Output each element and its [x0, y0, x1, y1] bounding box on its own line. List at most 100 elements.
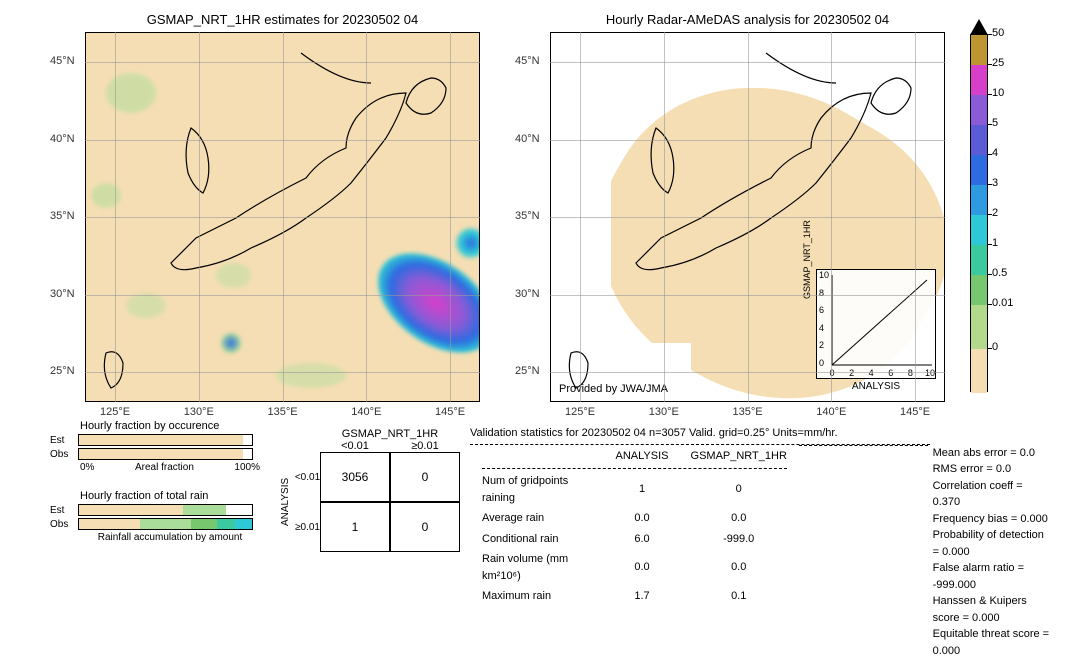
stat-a: 1 [606, 472, 679, 507]
stat-right: RMS error = 0.0 [933, 461, 1050, 478]
occ-label: Obs [50, 449, 78, 460]
map2-ytick: 35°N [515, 210, 540, 222]
precip-light-3 [216, 263, 251, 288]
stat-a: 1.7 [606, 587, 679, 606]
dashboard: GSMAP_NRT_1HR estimates for 20230502 04 … [0, 0, 1080, 612]
stat-b: 0 [681, 472, 797, 507]
inset-ytick: 2 [819, 340, 824, 350]
totalrain-chart: Hourly fraction of total rain EstObs Rai… [50, 490, 260, 543]
map1-hgrid [85, 140, 480, 141]
map1-xtick: 145°E [435, 406, 465, 418]
ct-col-title: GSMAP_NRT_1HR [320, 428, 460, 440]
tr-bar [78, 518, 253, 530]
occ-bar [78, 448, 253, 460]
stat-right: Frequency bias = 0.000 [933, 511, 1050, 528]
map2-ytick: 40°N [515, 133, 540, 145]
colorbar-segments [970, 34, 988, 392]
colorbar-segment [971, 95, 987, 125]
map2-xtick: 145°E [900, 406, 930, 418]
stat-right: Mean abs error = 0.0 [933, 445, 1050, 462]
colorbar-tick: 1 [992, 237, 998, 249]
colorbar-segment [971, 245, 987, 275]
colorbar-segment [971, 215, 987, 245]
map2-hgrid [550, 372, 945, 373]
colorbar-tick: 25 [992, 57, 1004, 69]
map1-xtick: 135°E [268, 406, 298, 418]
colorbar-tick: 0.01 [992, 297, 1013, 309]
inset-ylabel: GSMAP_NRT_1HR [802, 220, 812, 299]
map2-hgrid [550, 140, 945, 141]
stat-right: Equitable threat score = 0.000 [933, 626, 1050, 659]
map1-xtick: 125°E [100, 406, 130, 418]
validation-table: ANALYSISGSMAP_NRT_1HRNum of gridpoints r… [470, 445, 799, 608]
validation-right: Mean abs error = 0.0RMS error = 0.0Corre… [933, 445, 1050, 659]
colorbar-segment [971, 35, 987, 65]
colorbar-segment [971, 275, 987, 305]
occurrence-chart: Hourly fraction by occurence EstObs 0% A… [50, 420, 260, 473]
stat-b: 0.0 [681, 509, 797, 528]
map2-xtick: 125°E [565, 406, 595, 418]
colorbar-tick: 50 [992, 27, 1004, 39]
provided-by: Provided by JWA/JMA [559, 383, 668, 395]
colorbar-segment [971, 155, 987, 185]
colorbar-tick: 0 [992, 341, 998, 353]
colorbar-segment [971, 305, 987, 349]
ct-colh-0: <0.01 [320, 440, 390, 452]
precip-light-1 [106, 73, 156, 113]
stat-label: Average rain [472, 509, 604, 528]
map2-ytick: 25°N [515, 365, 540, 377]
occ-sub: Areal fraction [135, 462, 194, 473]
ct-rowh-1: ≥0.01 [295, 502, 320, 552]
map2-hgrid [550, 62, 945, 63]
map1-hgrid [85, 217, 480, 218]
inset-xtick: 4 [869, 368, 874, 378]
tr-bar [78, 504, 253, 516]
stat-label: Maximum rain [472, 587, 604, 606]
precip-light-4 [276, 363, 346, 388]
stat-a: 0.0 [606, 550, 679, 585]
ct-row-title: ANALYSIS [280, 452, 295, 552]
inset-ytick: 6 [819, 305, 824, 315]
inset-xlabel: ANALYSIS [817, 381, 935, 392]
map2-xtick: 130°E [649, 406, 679, 418]
tr-label: Obs [50, 519, 78, 530]
occ-bar [78, 434, 253, 446]
stat-label: Conditional rain [472, 530, 604, 549]
map2-hgrid [550, 295, 945, 296]
map2-title: Hourly Radar-AMeDAS analysis for 2023050… [550, 12, 945, 27]
ct-cell-10: 1 [320, 502, 390, 552]
inset-ytick: 4 [819, 323, 824, 333]
inset-xtick: 10 [925, 368, 935, 378]
map2-ytick: 30°N [515, 288, 540, 300]
totalrain-bars: Est Obs [50, 504, 260, 530]
colorbar-tick: 10 [992, 87, 1004, 99]
ct-rowh-0: <0.01 [295, 452, 320, 502]
colorbar-tick: 5 [992, 117, 998, 129]
map2-hgrid [550, 217, 945, 218]
stat-a: 6.0 [606, 530, 679, 549]
colorbar-tick: 0.5 [992, 267, 1007, 279]
validation-title: Validation statistics for 20230502 04 n=… [470, 425, 1050, 442]
tr-label: Est [50, 505, 78, 516]
map1-title: GSMAP_NRT_1HR estimates for 20230502 04 [85, 12, 480, 27]
map1-ytick: 35°N [50, 210, 75, 222]
precip-light-5 [126, 293, 166, 318]
ct-cell-11: 0 [390, 502, 460, 552]
precip-blob-1 [456, 228, 480, 258]
colorbar-tick: 3 [992, 177, 998, 189]
inset-xtick: 2 [849, 368, 854, 378]
totalrain-title: Hourly fraction of total rain [80, 490, 260, 502]
stat-a: 0.0 [606, 509, 679, 528]
map1-hgrid [85, 62, 480, 63]
inset-ytick: 0 [819, 358, 824, 368]
stat-right: Probability of detection = 0.000 [933, 527, 1050, 560]
map1-ytick: 25°N [50, 365, 75, 377]
stat-b: -999.0 [681, 530, 797, 549]
map1-ytick: 45°N [50, 55, 75, 67]
occurrence-bars: EstObs [50, 434, 260, 460]
occurrence-title: Hourly fraction by occurence [80, 420, 260, 432]
colorbar: 502510543210.50.010 [970, 32, 1030, 402]
ct-cell-00: 3056 [320, 452, 390, 502]
inset-xtick: 8 [908, 368, 913, 378]
inset-yticks: 0246810 [819, 275, 831, 363]
